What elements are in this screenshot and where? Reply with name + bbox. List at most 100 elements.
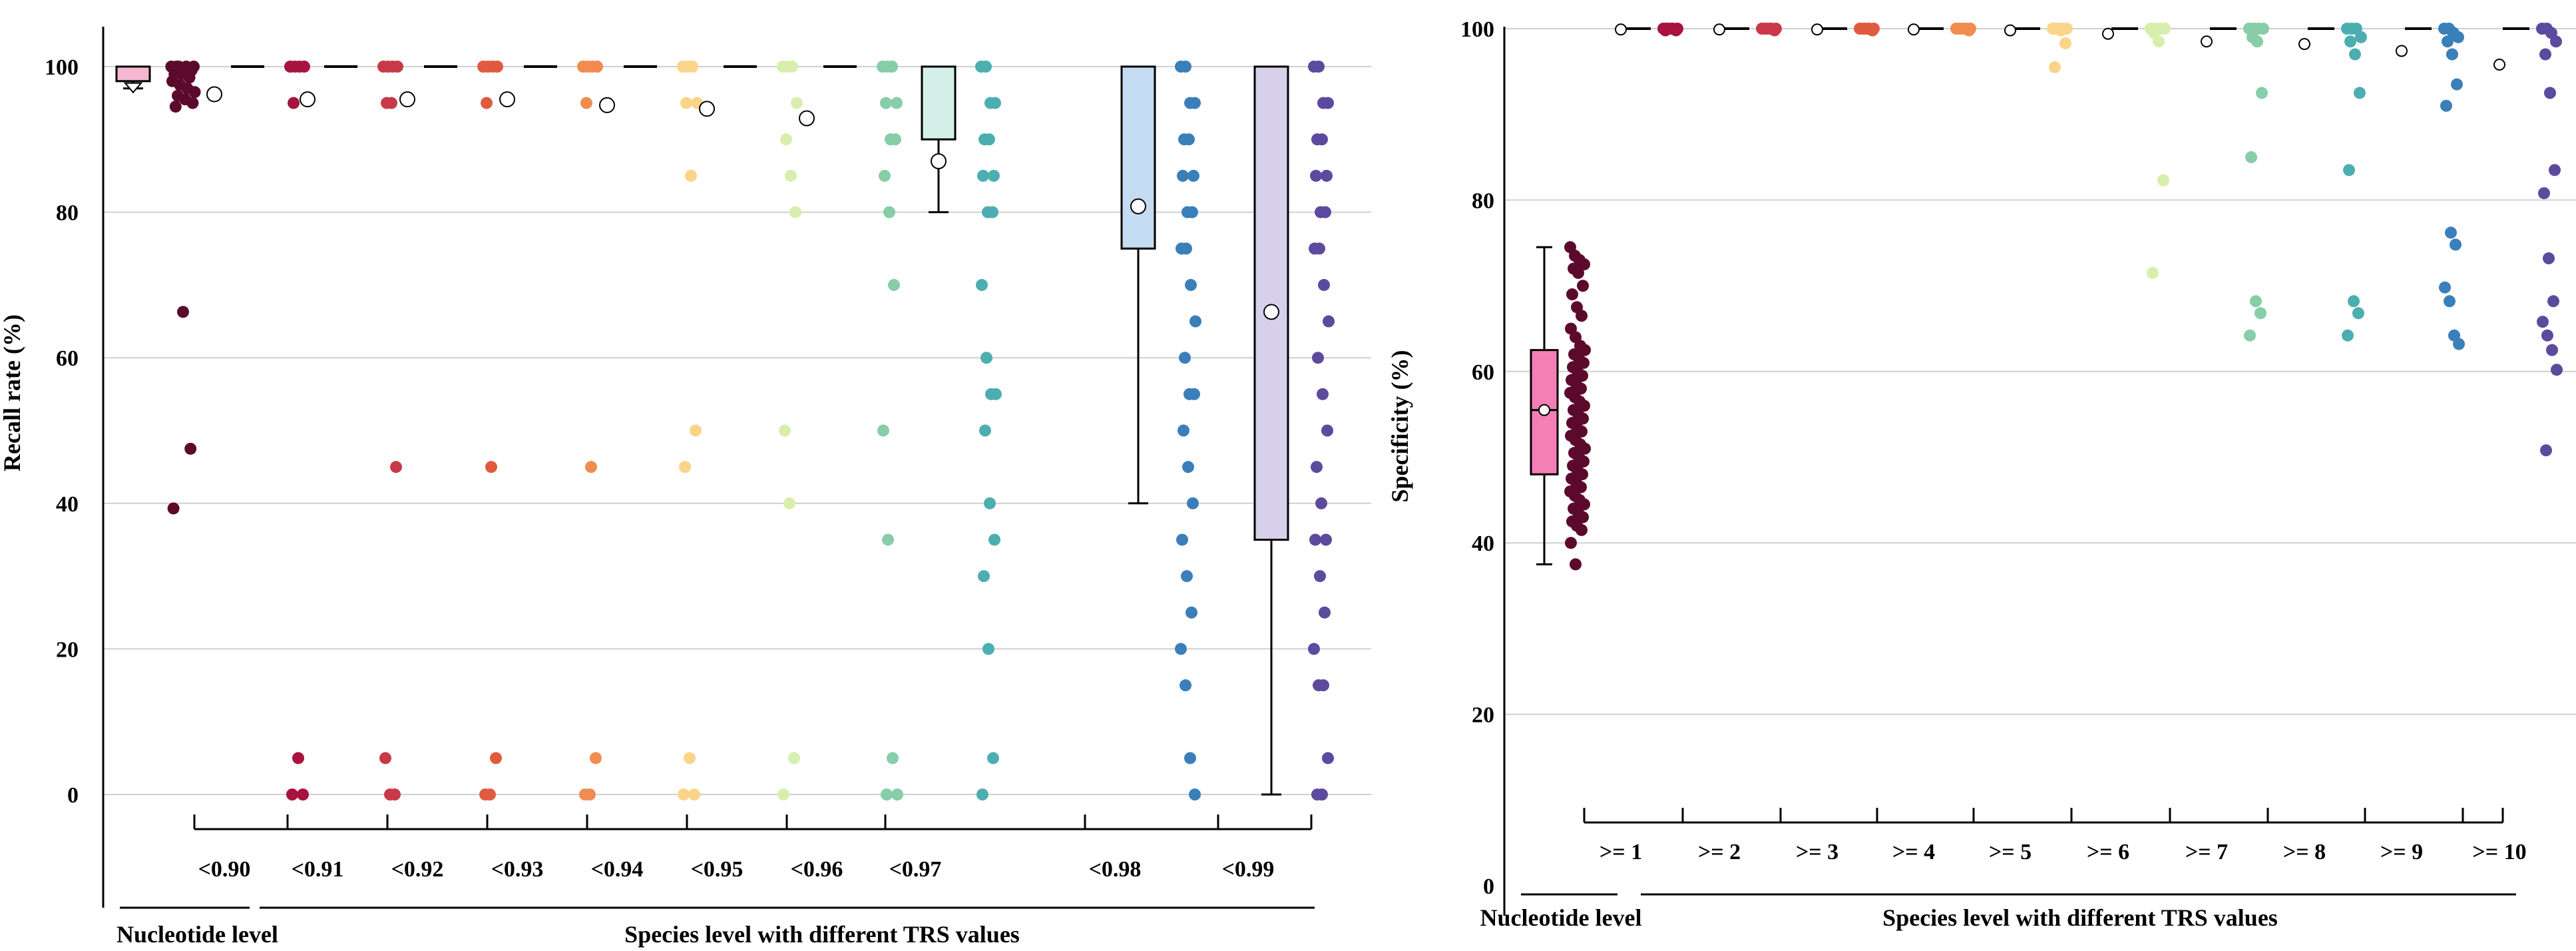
category-label: <0.95 bbox=[691, 857, 744, 882]
data-point bbox=[1182, 461, 1194, 474]
data-point bbox=[1180, 242, 1192, 255]
data-point bbox=[2539, 48, 2551, 61]
data-point bbox=[1189, 789, 1201, 800]
data-point bbox=[879, 169, 891, 182]
data-point bbox=[1188, 388, 1200, 400]
data-point bbox=[184, 442, 197, 455]
data-point bbox=[1316, 789, 1328, 800]
data-point bbox=[2550, 35, 2562, 48]
data-point bbox=[1310, 169, 1322, 182]
data-point bbox=[1323, 315, 1335, 328]
data-point bbox=[2245, 151, 2257, 164]
mean-marker bbox=[1130, 198, 1146, 214]
data-point bbox=[2450, 238, 2462, 251]
data-point bbox=[1576, 310, 1588, 322]
mean-marker bbox=[123, 82, 143, 94]
data-point bbox=[789, 206, 801, 218]
data-point bbox=[2157, 174, 2169, 186]
data-point bbox=[286, 789, 298, 800]
data-point bbox=[990, 388, 1002, 400]
data-point bbox=[987, 752, 999, 765]
data-point bbox=[484, 789, 496, 800]
data-point bbox=[1575, 481, 1587, 493]
data-point bbox=[2547, 295, 2559, 308]
data-point bbox=[1189, 97, 1201, 109]
data-point bbox=[1769, 24, 1781, 37]
data-point bbox=[183, 71, 196, 84]
mean-marker bbox=[1615, 23, 1627, 36]
mean-marker bbox=[2004, 24, 2016, 37]
data-point bbox=[2444, 295, 2456, 308]
y-tick-label: 100 bbox=[45, 55, 79, 80]
category-label: >= 6 bbox=[2087, 840, 2129, 864]
data-point bbox=[385, 97, 397, 109]
mean-marker bbox=[2102, 27, 2114, 40]
data-point bbox=[888, 278, 900, 291]
data-point bbox=[2446, 48, 2458, 61]
data-point bbox=[2453, 338, 2465, 350]
y-tick-label: 40 bbox=[56, 492, 79, 517]
data-point bbox=[2352, 307, 2364, 320]
data-point bbox=[2254, 307, 2266, 320]
mean-marker bbox=[499, 91, 515, 108]
data-point bbox=[984, 497, 996, 509]
data-point bbox=[881, 789, 893, 800]
data-point bbox=[1572, 266, 1584, 279]
data-point bbox=[390, 461, 402, 474]
data-point bbox=[1577, 412, 1589, 425]
mean-marker bbox=[1811, 23, 1823, 36]
data-point bbox=[1318, 278, 1330, 291]
data-point bbox=[1308, 643, 1320, 655]
data-point bbox=[188, 86, 201, 99]
data-point bbox=[2354, 87, 2366, 99]
data-point bbox=[1177, 169, 1189, 182]
category-label: >= 3 bbox=[1796, 840, 1838, 864]
group-label-nucleotide: Nucleotide level bbox=[116, 921, 278, 948]
data-point bbox=[2250, 295, 2262, 308]
data-point bbox=[1189, 315, 1201, 328]
data-point bbox=[167, 502, 180, 515]
data-point bbox=[686, 61, 698, 73]
data-point bbox=[1320, 533, 1332, 546]
data-point bbox=[491, 61, 503, 73]
data-point bbox=[788, 752, 800, 765]
data-point bbox=[1311, 461, 1323, 474]
data-point bbox=[887, 752, 899, 765]
data-point bbox=[1185, 278, 1197, 291]
data-point bbox=[2049, 61, 2061, 73]
data-point bbox=[1578, 356, 1590, 369]
category-label: >= 8 bbox=[2283, 840, 2326, 864]
data-point bbox=[891, 789, 903, 800]
data-point bbox=[1577, 280, 1589, 292]
data-point bbox=[1321, 169, 1333, 182]
box bbox=[1120, 65, 1156, 250]
data-point bbox=[976, 278, 988, 291]
data-point bbox=[976, 789, 988, 800]
category-label: <0.97 bbox=[889, 857, 942, 882]
data-point bbox=[2440, 99, 2452, 112]
data-point bbox=[1313, 242, 1325, 255]
y-tick-label: 60 bbox=[56, 346, 79, 371]
data-point bbox=[1309, 533, 1321, 546]
data-point bbox=[1317, 679, 1329, 692]
data-point bbox=[977, 169, 989, 182]
y-tick-label: 0 bbox=[1483, 874, 1494, 899]
data-point bbox=[889, 133, 901, 146]
mean-marker bbox=[931, 153, 947, 170]
data-point bbox=[2544, 87, 2556, 99]
data-point bbox=[2538, 187, 2550, 200]
data-point bbox=[680, 97, 692, 109]
data-point bbox=[1319, 206, 1331, 218]
data-point bbox=[891, 97, 903, 109]
mean-marker bbox=[206, 86, 222, 103]
mean-marker bbox=[699, 101, 715, 117]
data-point bbox=[1316, 133, 1328, 146]
mean-marker bbox=[2396, 45, 2408, 57]
data-point bbox=[988, 533, 1000, 546]
mean-marker bbox=[799, 110, 815, 127]
data-point bbox=[983, 133, 995, 146]
data-point bbox=[288, 97, 300, 109]
data-point bbox=[391, 61, 403, 73]
box bbox=[1253, 65, 1289, 541]
